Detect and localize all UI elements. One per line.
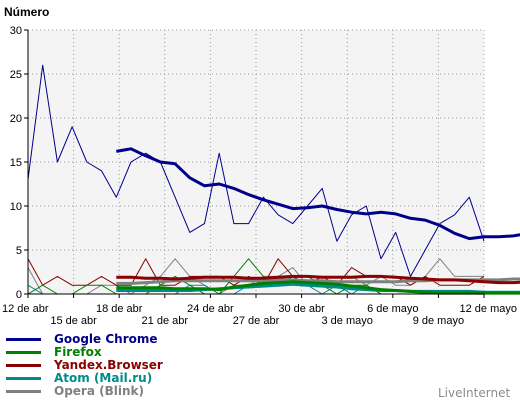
legend-label: Google Chrome [54, 332, 158, 346]
x-tick-label: 27 de abr [233, 315, 280, 327]
legend-item-opera[interactable]: Opera (Blink) [6, 385, 163, 398]
x-tick-label: 24 de abr [187, 303, 234, 315]
x-tick-label: 18 de abr [96, 303, 143, 315]
series-trend-google-chrome [116, 147, 520, 241]
legend-item-yandex-browser[interactable]: Yandex.Browser [6, 359, 163, 372]
legend-swatch [6, 364, 41, 367]
x-tick-labels: 12 de abr 18 de abr 24 de abr 30 de abr 6 de… [2, 294, 517, 327]
legend-label: Opera (Blink) [54, 384, 144, 398]
liveinternet-brand[interactable]: LiveInternet [438, 386, 511, 400]
series-trend-atom-mail-ru [116, 282, 520, 294]
x-tick-label: 3 de mayo [322, 315, 373, 327]
legend-item-google-chrome[interactable]: Google Chrome [6, 333, 163, 346]
legend-swatch [6, 351, 41, 354]
y-ticks: 0 5 10 15 20 25 30 [10, 25, 28, 301]
series-trend-firefox [116, 280, 520, 295]
legend-label: Firefox [54, 345, 102, 359]
x-tick-label: 15 de abr [50, 315, 97, 327]
legend-swatch [6, 377, 41, 380]
chart: 0 5 10 15 20 25 30 Número 12 de abr 18 de abr 24… [2, 5, 520, 327]
legend-label: Atom (Mail.ru) [54, 371, 153, 385]
y-tick-label: 10 [10, 201, 22, 213]
series-line-google-chrome [27, 64, 485, 277]
legend-swatch [6, 390, 41, 393]
y-tick-label: 0 [16, 289, 22, 301]
y-tick-label: 5 [16, 245, 22, 257]
y-tick-label: 30 [10, 25, 22, 37]
y-axis-title: Número [4, 5, 49, 19]
x-tick-label: 12 de abr [2, 303, 49, 315]
legend-item-atom[interactable]: Atom (Mail.ru) [6, 372, 163, 385]
series-layer [27, 64, 520, 295]
x-tick-label: 9 de mayo [413, 315, 464, 327]
legend: Google Chrome Firefox Yandex.Browser Ato… [6, 333, 163, 398]
legend-label: Yandex.Browser [54, 358, 163, 372]
x-tick-label: 6 de mayo [367, 303, 418, 315]
x-tick-label: 30 de abr [278, 303, 325, 315]
y-tick-label: 15 [10, 157, 22, 169]
grid [28, 29, 485, 294]
x-tick-label: 12 de mayo [460, 303, 517, 315]
legend-swatch [6, 338, 41, 341]
x-tick-label: 21 de abr [142, 315, 189, 327]
series-trend-yandex-browser [116, 274, 520, 285]
legend-item-firefox[interactable]: Firefox [6, 346, 163, 359]
y-tick-label: 25 [10, 69, 22, 81]
y-tick-label: 20 [10, 113, 22, 125]
